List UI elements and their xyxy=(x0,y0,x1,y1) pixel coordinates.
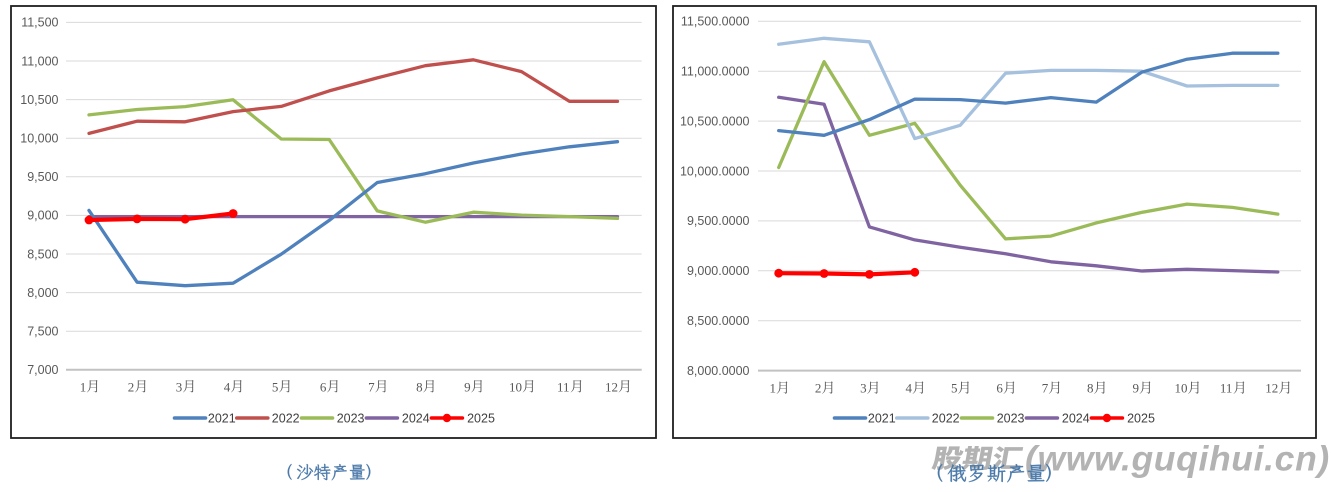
svg-text:3: 3 xyxy=(860,381,867,396)
svg-text:2022: 2022 xyxy=(932,412,960,426)
svg-text:6: 6 xyxy=(996,381,1003,396)
svg-text:10: 10 xyxy=(509,379,522,394)
svg-text:2025: 2025 xyxy=(1127,412,1155,426)
svg-text:2: 2 xyxy=(815,381,822,396)
svg-text:9,000: 9,000 xyxy=(27,209,58,223)
svg-text:2025: 2025 xyxy=(467,412,495,426)
svg-text:2024: 2024 xyxy=(1062,412,1090,426)
svg-text:7,000: 7,000 xyxy=(27,363,58,377)
svg-text:5: 5 xyxy=(272,379,279,394)
svg-text:1: 1 xyxy=(80,379,87,394)
svg-text:11,000.0000: 11,000.0000 xyxy=(681,65,750,79)
svg-text:11,500.0000: 11,500.0000 xyxy=(681,15,750,29)
svg-text:2024: 2024 xyxy=(402,412,430,426)
svg-text:2023: 2023 xyxy=(337,412,365,426)
svg-text:5: 5 xyxy=(951,381,958,396)
svg-text:10: 10 xyxy=(1175,381,1188,396)
svg-text:2021: 2021 xyxy=(868,412,896,426)
svg-text:6: 6 xyxy=(320,379,327,394)
svg-text:11: 11 xyxy=(557,379,570,394)
svg-text:11,500: 11,500 xyxy=(21,16,58,30)
svg-text:4: 4 xyxy=(906,381,913,396)
svg-text:8,000: 8,000 xyxy=(27,286,58,300)
svg-text:3: 3 xyxy=(176,379,183,394)
svg-text:1: 1 xyxy=(770,381,777,396)
svg-text:9,500.0000: 9,500.0000 xyxy=(687,214,750,228)
svg-text:11,000: 11,000 xyxy=(21,54,58,68)
svg-text:12: 12 xyxy=(605,379,618,394)
svg-text:7: 7 xyxy=(1042,381,1049,396)
svg-text:7,500: 7,500 xyxy=(27,325,58,339)
svg-text:10,000.0000: 10,000.0000 xyxy=(680,164,750,178)
svg-text:8,000.0000: 8,000.0000 xyxy=(687,364,750,378)
svg-text:8,500: 8,500 xyxy=(27,247,58,261)
svg-text:12: 12 xyxy=(1265,381,1278,396)
svg-text:4: 4 xyxy=(224,379,231,394)
svg-text:10,500: 10,500 xyxy=(20,93,58,107)
svg-text:(www.guqihui.cn): (www.guqihui.cn) xyxy=(1025,439,1330,479)
svg-text:9: 9 xyxy=(464,379,471,394)
svg-text:9: 9 xyxy=(1133,381,1140,396)
svg-text:2021: 2021 xyxy=(208,412,236,426)
svg-text:10,000: 10,000 xyxy=(20,132,58,146)
svg-text:7: 7 xyxy=(368,379,375,394)
svg-text:8,500.0000: 8,500.0000 xyxy=(687,314,750,328)
svg-text:8: 8 xyxy=(416,379,423,394)
svg-text:8: 8 xyxy=(1087,381,1094,396)
svg-text:2022: 2022 xyxy=(272,412,300,426)
svg-text:11: 11 xyxy=(1220,381,1233,396)
svg-text:9,000.0000: 9,000.0000 xyxy=(687,264,750,278)
svg-text:10,500.0000: 10,500.0000 xyxy=(680,114,750,128)
svg-text:2: 2 xyxy=(128,379,135,394)
svg-text:9,500: 9,500 xyxy=(27,170,58,184)
svg-text:2023: 2023 xyxy=(997,412,1025,426)
